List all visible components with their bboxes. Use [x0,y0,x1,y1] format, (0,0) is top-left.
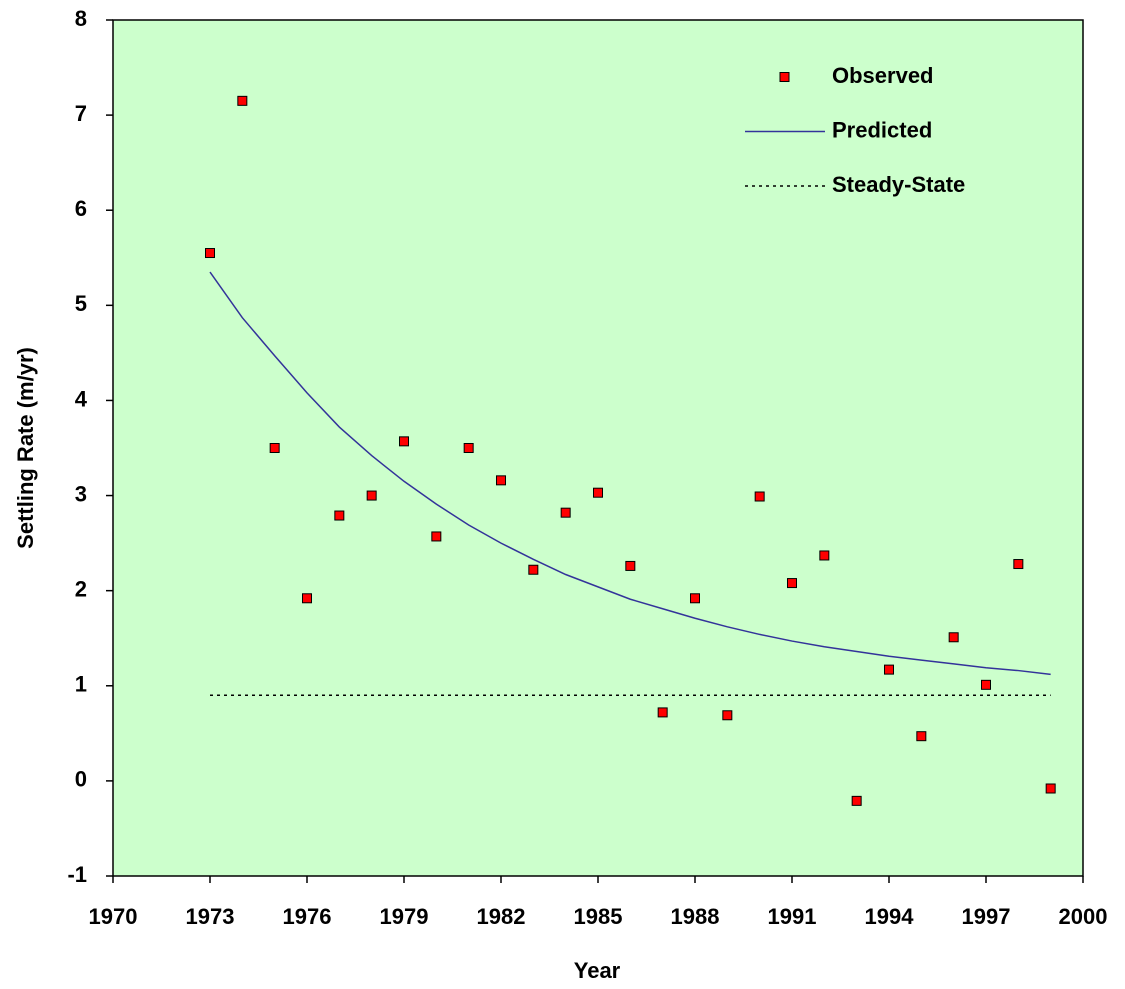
observed-point [981,679,991,690]
x-tick-label: 2000 [1059,904,1108,929]
y-tick-label: 3 [75,481,87,506]
observed-point [657,707,668,718]
legend-label: Predicted [832,117,932,142]
y-tick-label: 0 [75,767,87,792]
observed-point [560,507,571,518]
plot-frame [112,19,1084,877]
x-tick-label: 1991 [768,904,817,929]
x-tick-label: 1994 [865,904,915,929]
observed-point [690,593,700,604]
y-tick-label: 6 [75,196,87,221]
observed-point [625,560,636,571]
x-tick-label: 1976 [283,904,332,929]
y-axis-title: Settling Rate (m/yr) [13,347,38,549]
x-tick-label: 1985 [574,904,623,929]
observed-point [884,664,894,675]
observed-point [431,531,442,542]
observed-point [269,443,280,453]
x-tick-label: 1970 [89,904,138,929]
y-tick-label: 8 [75,6,87,31]
y-tick-label: 4 [75,386,88,411]
observed-point [722,710,733,721]
observed-point [463,443,474,453]
legend-label: Steady-State [832,172,965,197]
observed-point [787,578,797,589]
legend-marker [779,72,790,82]
predicted-line [209,271,1051,676]
observed-point [528,564,539,575]
y-tick-label: 2 [75,576,87,601]
observed-point [399,436,409,447]
observed-point [366,490,377,501]
observed-point [819,550,830,561]
y-tick-label: 1 [75,672,87,697]
observed-point [334,510,345,521]
x-tick-label: 1982 [477,904,526,929]
y-tick-label: -1 [67,862,87,887]
plot-area [113,20,1083,876]
observed-point [851,795,862,806]
observed-point [1045,783,1056,794]
observed-point [948,632,959,643]
observed-point [496,475,506,486]
observed-point [593,487,603,498]
x-axis-title: Year [574,958,621,983]
x-tick-label: 1988 [671,904,720,929]
y-tick-label: 5 [75,291,87,316]
observed-point [1013,559,1024,570]
observed-point [302,593,312,604]
y-tick-label: 7 [75,101,87,126]
legend-label: Observed [832,63,934,88]
x-tick-label: 1973 [186,904,235,929]
x-tick-label: 1979 [380,904,429,929]
observed-point [754,491,765,502]
x-tick-label: 1997 [962,904,1011,929]
observed-point [916,731,927,742]
observed-point [237,95,248,106]
observed-point [205,248,215,259]
